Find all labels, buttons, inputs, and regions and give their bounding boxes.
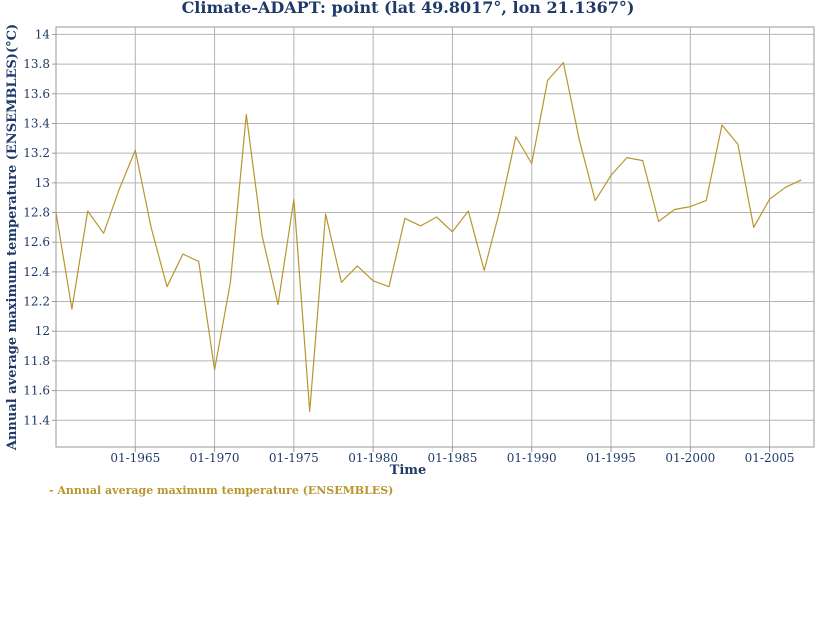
x-tick-label: 01-1965 (110, 451, 160, 465)
y-axis-label: Annual average maximum temperature (ENSE… (5, 24, 20, 451)
y-tick-label: 12.8 (23, 206, 50, 220)
y-tick-label: 13.6 (23, 87, 50, 101)
y-axis-ticks: 11.4 11.6 11.8 12 12.2 12.4 12.6 12.8 13 13.2 13.4… (23, 27, 56, 427)
x-tick-label: 01-2000 (665, 451, 715, 465)
x-axis-ticks: 01-1965 01-1970 01-1975 01-1980 01-1985 01-19… (110, 447, 795, 465)
y-tick-label: 13.8 (23, 57, 50, 71)
y-tick-label: 12 (35, 324, 50, 338)
legend[interactable]: - Annual average maximum temperature (EN… (49, 484, 393, 497)
y-tick-label: 11.4 (23, 413, 50, 427)
x-tick-label: 01-1970 (190, 451, 240, 465)
x-tick-label: 01-1995 (586, 451, 636, 465)
y-tick-label: 13.4 (23, 116, 50, 130)
y-tick-label: 13.2 (23, 146, 50, 160)
x-tick-label: 01-1980 (348, 451, 398, 465)
x-axis-label: Time (390, 463, 427, 478)
series-layer (55, 61, 802, 412)
y-tick-label: 12.4 (23, 265, 50, 279)
y-tick-label: 13 (35, 176, 50, 190)
x-tick-label: 01-1985 (428, 451, 478, 465)
y-tick-label: 11.6 (23, 384, 50, 398)
chart-title: Climate-ADAPT: point (lat 49.8017°, lon … (182, 0, 635, 17)
y-tick-label: 11.8 (23, 354, 50, 368)
x-tick-label: 01-1990 (507, 451, 557, 465)
x-tick-label: 01-2005 (745, 451, 795, 465)
y-tick-label: 12.2 (23, 295, 50, 309)
grid-lines (56, 27, 814, 447)
y-tick-label: 14 (35, 27, 51, 41)
legend-item[interactable]: - Annual average maximum temperature (EN… (49, 484, 393, 497)
x-tick-label: 01-1975 (269, 451, 319, 465)
y-tick-label: 12.6 (23, 235, 50, 249)
series-line[interactable] (55, 61, 802, 412)
plot-frame (55, 26, 815, 448)
